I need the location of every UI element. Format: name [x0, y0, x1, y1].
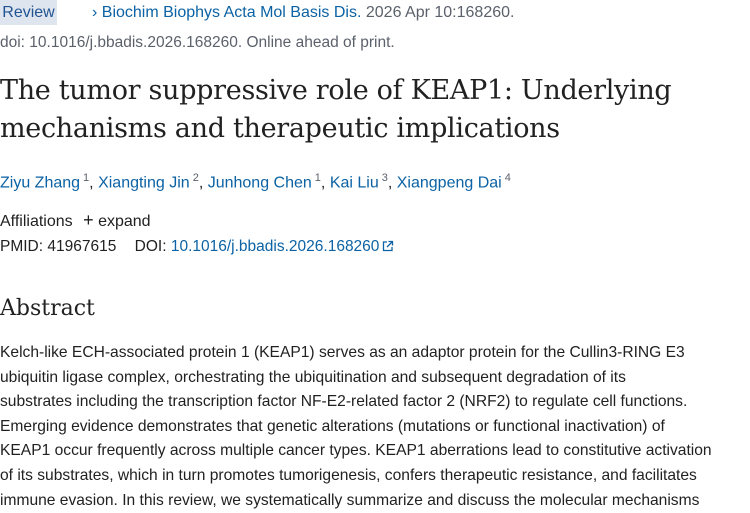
abstract-text: Kelch-like ECH-associated protein 1 (KEA… — [0, 341, 712, 513]
author-link[interactable]: Ziyu Zhang — [0, 174, 81, 192]
affiliation-ref[interactable]: 2 — [192, 172, 199, 184]
abstract-line: Kelch-like ECH-associated protein 1 (KEA… — [0, 344, 685, 361]
author-list: Ziyu Zhang 1, Xiangting Jin 2, Junhong Che… — [0, 172, 511, 192]
abstract-heading: Abstract — [0, 296, 95, 321]
affiliation-ref[interactable]: 3 — [381, 172, 388, 184]
author-link[interactable]: Kai Liu — [329, 174, 379, 192]
page-title: The tumor suppressive role of KEAP1: Und… — [0, 75, 672, 144]
affiliations-toggle[interactable]: Affiliations + expand — [0, 210, 151, 231]
doi-line: doi: 10.1016/j.bbadis.2026.168260. Onlin… — [0, 34, 395, 51]
article-type-badge: Review — [0, 0, 57, 25]
external-link-icon — [383, 240, 394, 252]
abstract-line: KEAP1 occur frequently across multiple c… — [0, 442, 712, 460]
affiliations-label: Affiliations — [0, 213, 73, 230]
abstract-line: of its substrates, which in turn promote… — [0, 466, 697, 484]
identifiers: PMID: 41967615 DOI: 10.1016/j.bbadis.202… — [0, 238, 394, 256]
affiliation-ref[interactable]: 1 — [83, 172, 90, 184]
doi-link[interactable]: 10.1016/j.bbadis.2026.168260 — [171, 238, 395, 255]
citation-line: › Biochim Biophys Acta Mol Basis Dis. 20… — [92, 4, 514, 22]
pmid-label: PMID: — [0, 238, 44, 255]
plus-icon: + — [83, 210, 94, 230]
affiliation-ref[interactable]: 4 — [504, 172, 511, 184]
citation-date: 2026 Apr 10:168260. — [361, 4, 515, 21]
expand-button[interactable]: expand — [98, 213, 151, 230]
chevron-right-icon: › — [92, 4, 98, 21]
abstract-line: substrates including the transcription f… — [0, 393, 688, 411]
abstract-line: Emerging evidence demonstrates that gene… — [0, 417, 665, 435]
journal-link[interactable]: › Biochim Biophys Acta Mol Basis Dis. — [92, 4, 362, 21]
affiliation-ref[interactable]: 1 — [314, 172, 321, 184]
abstract-line: ubiquitin ligase complex, orchestrating … — [0, 368, 626, 386]
author-link[interactable]: Xiangting Jin — [98, 174, 190, 192]
doi-label: DOI: — [134, 238, 167, 255]
abstract-line: immune evasion. In this review, we syste… — [0, 491, 700, 509]
author-link[interactable]: Xiangpeng Dai — [396, 174, 502, 192]
pmid-value: 41967615 — [47, 238, 117, 255]
author-link[interactable]: Junhong Chen — [207, 174, 312, 192]
